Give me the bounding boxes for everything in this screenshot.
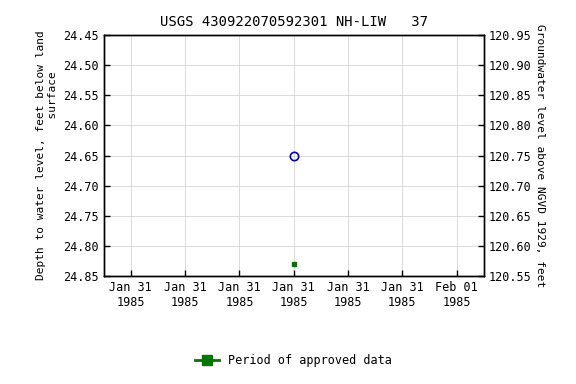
Title: USGS 430922070592301 NH-LIW   37: USGS 430922070592301 NH-LIW 37: [160, 15, 428, 29]
Y-axis label: Groundwater level above NGVD 1929, feet: Groundwater level above NGVD 1929, feet: [535, 24, 545, 287]
Legend: Period of approved data: Period of approved data: [191, 350, 397, 372]
Y-axis label: Depth to water level, feet below land
                  surface: Depth to water level, feet below land su…: [36, 31, 58, 280]
